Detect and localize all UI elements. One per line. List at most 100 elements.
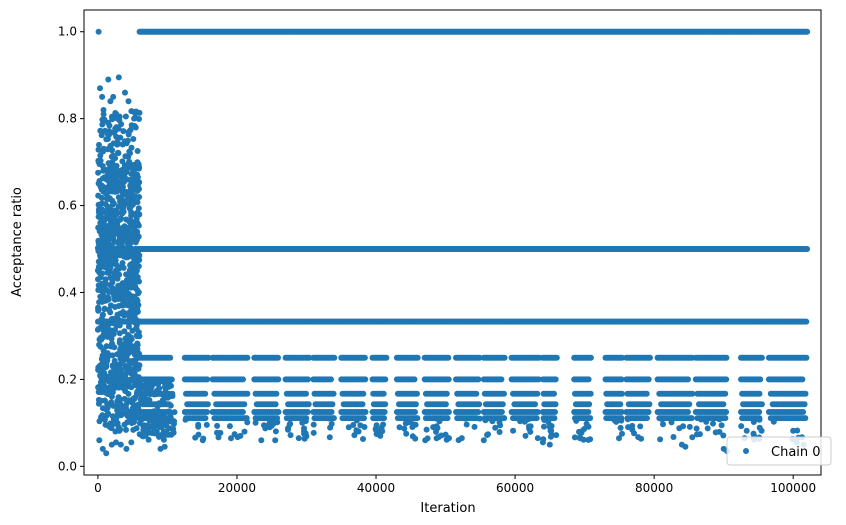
data-point — [126, 267, 133, 274]
data-point — [119, 178, 126, 185]
data-point — [133, 325, 140, 332]
data-point — [716, 416, 723, 423]
data-point — [107, 264, 114, 271]
data-point — [304, 409, 311, 415]
data-point — [106, 122, 113, 129]
data-point — [722, 390, 729, 397]
data-point — [167, 354, 174, 361]
data-point — [102, 224, 109, 231]
data-point — [720, 432, 727, 439]
data-point — [130, 426, 137, 433]
data-point — [244, 419, 251, 426]
data-point — [121, 328, 128, 335]
data-point — [98, 194, 105, 201]
data-point — [104, 146, 111, 153]
data-point — [619, 354, 626, 361]
data-point — [231, 431, 238, 438]
data-point — [362, 376, 369, 383]
data-point — [670, 434, 677, 440]
data-point — [202, 415, 209, 422]
data-point — [403, 430, 410, 437]
data-point — [619, 430, 625, 437]
data-point — [411, 376, 418, 383]
data-point — [756, 409, 763, 415]
data-point — [624, 416, 631, 423]
data-point — [135, 161, 142, 168]
data-point — [757, 376, 764, 383]
data-point — [576, 428, 582, 435]
data-point — [618, 417, 625, 424]
data-point — [527, 423, 534, 430]
data-point — [215, 434, 222, 441]
data-point — [295, 435, 302, 442]
data-point — [113, 262, 120, 268]
data-point — [123, 191, 130, 198]
data-point — [118, 121, 125, 128]
data-point — [119, 158, 126, 165]
data-point — [723, 409, 730, 415]
data-point — [698, 416, 705, 423]
data-point — [111, 246, 118, 252]
data-point — [123, 279, 130, 286]
data-point — [401, 425, 408, 432]
data-point — [118, 344, 125, 351]
data-point — [272, 401, 279, 408]
data-point — [527, 428, 534, 435]
data-point — [643, 415, 650, 422]
data-point — [803, 354, 810, 361]
data-point — [680, 423, 687, 430]
data-point — [532, 401, 538, 408]
data-point — [631, 430, 637, 437]
data-point — [684, 409, 691, 415]
data-point — [125, 153, 132, 160]
data-point — [262, 425, 269, 432]
data-point — [533, 415, 540, 422]
data-point — [381, 409, 388, 415]
data-point — [637, 423, 644, 430]
data-point — [475, 376, 482, 383]
data-point — [104, 237, 111, 244]
data-point — [686, 401, 693, 408]
data-point — [195, 423, 202, 430]
data-point — [105, 410, 112, 417]
data-point — [252, 419, 259, 426]
data-point — [99, 312, 106, 319]
data-point — [552, 409, 558, 415]
data-point — [660, 421, 666, 428]
data-point — [326, 434, 333, 441]
data-point — [756, 424, 763, 431]
data-point — [116, 339, 123, 346]
data-point — [128, 180, 135, 187]
data-point — [501, 390, 507, 397]
data-point — [100, 111, 107, 118]
data-point — [688, 415, 695, 422]
data-point — [99, 356, 106, 363]
data-point — [585, 423, 592, 430]
data-point — [105, 188, 112, 195]
data-point — [95, 268, 102, 275]
data-point — [226, 423, 233, 430]
data-point — [125, 198, 131, 205]
data-point — [122, 113, 129, 120]
data-point — [95, 325, 102, 332]
data-point — [587, 354, 594, 361]
data-point — [330, 415, 337, 422]
data-point — [360, 390, 367, 397]
data-point — [380, 421, 387, 428]
data-point — [103, 246, 110, 252]
data-point — [409, 433, 416, 440]
data-point — [114, 351, 121, 358]
data-point — [643, 390, 650, 397]
data-point — [122, 373, 129, 380]
data-point — [475, 409, 482, 415]
data-point — [638, 435, 645, 442]
data-point — [112, 267, 119, 274]
data-point — [134, 174, 141, 181]
data-point — [758, 354, 765, 361]
data-point — [123, 426, 129, 433]
data-point — [306, 354, 313, 361]
data-point — [718, 422, 725, 429]
data-point — [442, 401, 449, 408]
data-point — [414, 390, 420, 397]
data-point — [132, 212, 139, 218]
